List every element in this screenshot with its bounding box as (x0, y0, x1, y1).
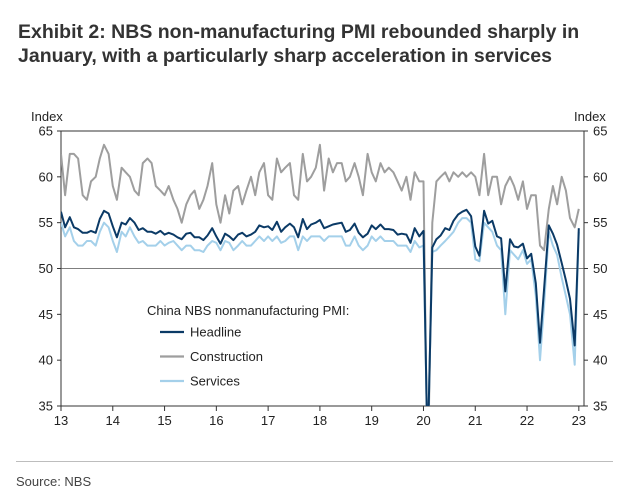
right-y-tick-label: 65 (593, 124, 607, 139)
right-y-tick-label: 60 (593, 169, 607, 184)
title-line-2: January, with a particularly sharp accel… (18, 45, 552, 67)
right-y-tick-label: 45 (593, 307, 607, 322)
left-y-tick-label: 60 (39, 169, 53, 184)
series-line-headline (61, 208, 580, 406)
source-note: Source: NBS (16, 474, 92, 489)
left-y-tick-label: 40 (39, 353, 53, 368)
right-axis-label: Index (574, 109, 606, 124)
x-tick-label: 14 (106, 413, 120, 428)
x-tick-label: 17 (261, 413, 275, 428)
legend: China NBS nonmanufacturing PMI: Headline… (147, 303, 349, 389)
title-line-1: Exhibit 2: NBS non-manufacturing PMI reb… (18, 21, 580, 43)
x-tick-label: 22 (520, 413, 534, 428)
left-y-tick-label: 45 (39, 307, 53, 322)
x-tick-label: 21 (468, 413, 482, 428)
x-tick-label: 20 (416, 413, 430, 428)
chart-title: Exhibit 2: NBS non-manufacturing PMI reb… (18, 20, 618, 68)
series-line-construction (61, 143, 580, 406)
series-line-services (61, 217, 580, 406)
x-tick-label: 19 (364, 413, 378, 428)
left-y-tick-label: 55 (39, 215, 53, 230)
x-tick-label: 16 (209, 413, 223, 428)
right-y-tick-label: 55 (593, 215, 607, 230)
legend-label-headline: Headline (190, 325, 241, 340)
x-tick-label: 15 (157, 413, 171, 428)
source-divider (16, 461, 613, 462)
legend-label-services: Services (190, 374, 240, 389)
legend-title: China NBS nonmanufacturing PMI: (147, 303, 349, 318)
series-lines (61, 143, 580, 406)
right-y-tick-label: 35 (593, 399, 607, 414)
left-y-tick-label: 35 (39, 399, 53, 414)
left-axis-label: Index (31, 109, 63, 124)
x-tick-label: 18 (313, 413, 327, 428)
right-y-tick-label: 40 (593, 353, 607, 368)
x-tick-label: 13 (54, 413, 68, 428)
right-y-tick-label: 50 (593, 261, 607, 276)
left-y-tick-label: 65 (39, 124, 53, 139)
legend-label-construction: Construction (190, 349, 263, 364)
axes: 35 35 40 40 45 45 50 50 55 55 60 60 65 65 13 14 15 16 17 18… (39, 124, 608, 429)
left-y-tick-label: 50 (39, 261, 53, 276)
x-tick-label: 23 (572, 413, 586, 428)
